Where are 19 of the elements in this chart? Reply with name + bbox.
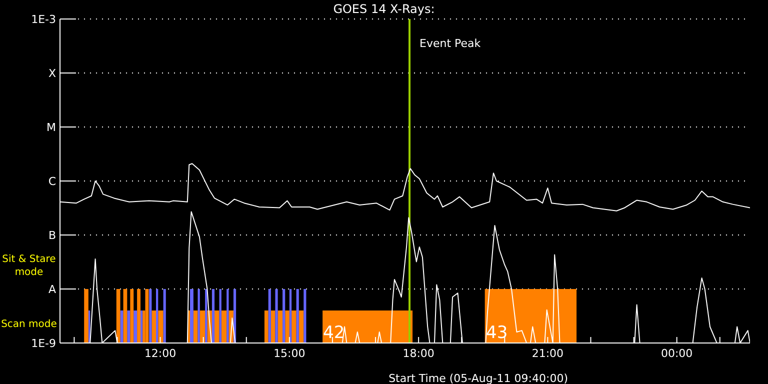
x-tick-label: 00:00 (660, 346, 693, 360)
annotation: 43 (486, 323, 508, 343)
text: Sit & Stare mode (1, 253, 57, 279)
ref-line-label: Event Peak (420, 37, 482, 50)
x-tick-label: 12:00 (144, 346, 176, 360)
y-tick-label: 1E-3 (31, 12, 56, 26)
x-axis-title: Start Time (05-Aug-11 09:40:00) (388, 372, 568, 384)
y-tick-label: B (48, 228, 56, 242)
x-tick-label: 21:00 (532, 346, 564, 360)
y-tick-label: C (48, 174, 56, 188)
y-tick-label: A (48, 282, 56, 296)
y-tick-label: 1E-9 (31, 336, 56, 350)
annotation: 42 (323, 323, 345, 343)
y-tick-label: X (48, 66, 56, 80)
x-tick-label: 18:00 (402, 346, 434, 360)
x-tick-label: 15:00 (274, 346, 306, 360)
text: Scan mode (0, 318, 58, 331)
chart-title: GOES 14 X-Rays: (333, 2, 435, 16)
y-tick-label: M (46, 120, 56, 134)
